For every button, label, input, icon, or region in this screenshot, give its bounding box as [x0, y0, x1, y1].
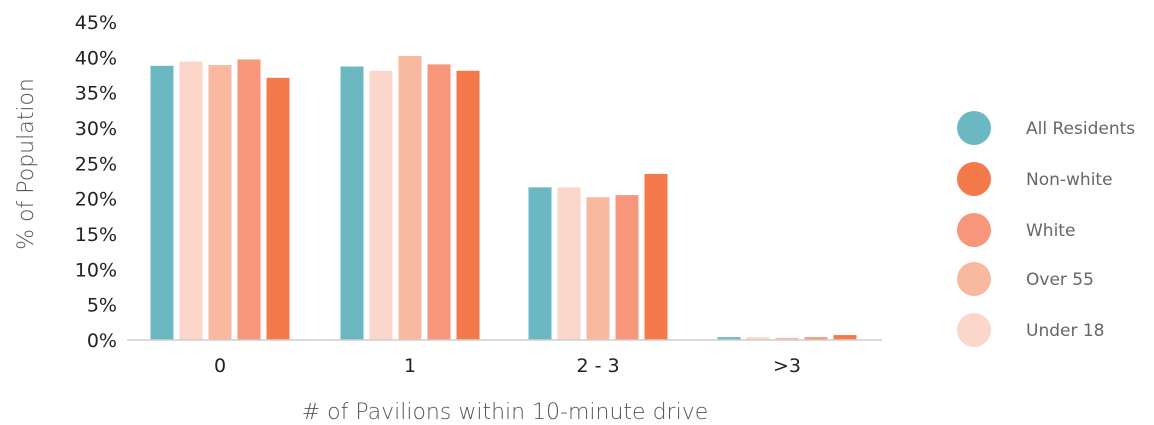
y-tick-label: 20%: [75, 189, 117, 211]
y-tick-label: 30%: [75, 118, 117, 140]
legend-label: Under 18: [1026, 321, 1105, 341]
y-tick-label: 25%: [75, 153, 117, 175]
bar-non-white-1: [456, 70, 480, 340]
y-axis-ticks: 0% 5% 10% 15% 20% 25% 30% 35% 40% 45%: [75, 12, 117, 352]
bar-all-residents-2: [528, 187, 552, 340]
legend-label: Non-white: [1026, 170, 1113, 190]
x-category-label: 2 - 3: [576, 355, 619, 377]
y-tick-label: 35%: [75, 83, 117, 105]
bar-under-18-0: [179, 61, 203, 340]
legend-label: White: [1026, 221, 1075, 241]
x-category-label: >3: [773, 355, 801, 377]
bar-non-white-2: [644, 173, 668, 340]
legend-swatch: [957, 162, 991, 196]
bar-under-18-1: [369, 70, 393, 340]
bar-non-white-3: [833, 335, 857, 340]
bar-over-55-1: [398, 55, 422, 341]
x-axis-categories: 0 1 2 - 3 >3: [214, 355, 801, 377]
bar-over-55-0: [208, 65, 232, 341]
y-tick-label: 45%: [75, 12, 117, 34]
legend-label: All Residents: [1026, 119, 1135, 139]
y-tick-label: 15%: [75, 224, 117, 246]
bar-all-residents-0: [150, 65, 174, 341]
bar-under-18-3: [746, 337, 770, 340]
legend-swatch: [957, 313, 991, 347]
bar-all-residents-3: [717, 337, 741, 340]
bar-white-1: [427, 64, 451, 341]
bar-white-3: [804, 337, 828, 340]
bars: [150, 55, 857, 341]
legend-swatch: [957, 262, 991, 296]
y-axis-title: % of Population: [14, 78, 39, 250]
bar-over-55-3: [775, 337, 799, 340]
x-axis-title: # of Pavilions within 10-minute drive: [302, 400, 709, 425]
bar-white-2: [615, 195, 639, 340]
legend-swatch: [957, 213, 991, 247]
bar-non-white-0: [266, 77, 290, 341]
y-tick-label: 0%: [87, 330, 117, 352]
x-category-label: 0: [214, 355, 226, 377]
bar-over-55-2: [586, 197, 610, 340]
bar-all-residents-1: [340, 66, 364, 341]
x-category-label: 1: [404, 355, 416, 377]
y-tick-label: 40%: [75, 47, 117, 69]
y-tick-label: 10%: [75, 259, 117, 281]
legend-label: Over 55: [1026, 270, 1094, 290]
legend-swatch: [957, 111, 991, 145]
bar-under-18-2: [557, 187, 581, 340]
legend: All Residents Non-white White Over 55 Under …: [957, 111, 1135, 347]
y-tick-label: 5%: [87, 295, 117, 317]
bar-white-0: [237, 59, 261, 340]
